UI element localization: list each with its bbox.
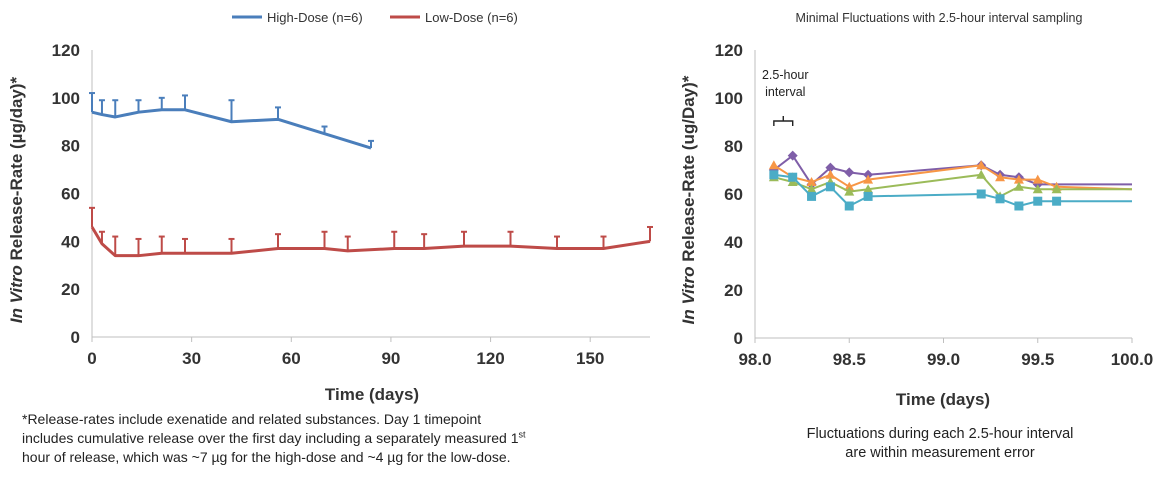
marker-purple bbox=[787, 150, 798, 161]
marker-green bbox=[806, 184, 817, 194]
footnote: *Release-rates include exenatide and rel… bbox=[22, 410, 682, 467]
y-tick-label: 80 bbox=[724, 137, 743, 156]
y-tick-label: 20 bbox=[61, 280, 80, 299]
marker-teal bbox=[1052, 196, 1062, 206]
y-tick-label: 40 bbox=[61, 232, 80, 251]
marker-teal bbox=[807, 191, 817, 201]
x-tick-label: 150 bbox=[576, 349, 604, 368]
x-tick-label: 98.5 bbox=[833, 350, 866, 369]
caption-line-2: are within measurement error bbox=[845, 445, 1035, 461]
marker-orange bbox=[806, 177, 817, 186]
caption-line-1: Fluctuations during each 2.5-hour interv… bbox=[806, 426, 1074, 442]
series-line-purple bbox=[773, 154, 1132, 186]
marker-green bbox=[1032, 184, 1043, 194]
x-axis-label: Time (days) bbox=[896, 390, 990, 409]
legend: High-Dose (n=6) Low-Dose (n=6) bbox=[232, 10, 518, 25]
marker-teal bbox=[976, 189, 986, 199]
y-tick-label: 60 bbox=[61, 185, 80, 204]
right-chart-caption: Fluctuations during each 2.5-hour interv… bbox=[735, 425, 1145, 463]
footnote-line-1: *Release-rates include exenatide and rel… bbox=[22, 411, 482, 427]
marker-green bbox=[1051, 184, 1062, 194]
left-chart: High-Dose (n=6) Low-Dose (n=6) 0 20 40 60 80… bbox=[7, 10, 653, 404]
annotation-bracket bbox=[773, 116, 794, 126]
marker-orange bbox=[1032, 174, 1043, 184]
x-tick-label: 99.0 bbox=[927, 350, 960, 369]
annotation-label-line-1: 2.5-hour bbox=[762, 68, 809, 82]
footnote-superscript: st bbox=[518, 429, 526, 440]
marker-teal bbox=[863, 191, 873, 201]
x-tick-label: 99.5 bbox=[1021, 350, 1054, 369]
series-line-high-dose bbox=[91, 108, 372, 150]
marker-orange bbox=[844, 181, 855, 191]
x-tick-label: 0 bbox=[87, 349, 96, 368]
plot-area: 0 20 40 60 80 100 120 0 30 60 90 120 150 bbox=[52, 41, 653, 368]
y-axis-label: In Vitro Release-Rate (ug/Day)* bbox=[680, 75, 698, 324]
marker-teal bbox=[769, 170, 779, 180]
marker-teal bbox=[995, 194, 1005, 204]
marker-green bbox=[863, 184, 874, 194]
marker-teal bbox=[788, 172, 798, 182]
plot-area: 0 20 40 60 80 100 120 98.0 98.5 99.0 99.5 100.0 2.5-… bbox=[715, 41, 1154, 369]
chart-title: Minimal Fluctuations with 2.5-hour inter… bbox=[796, 11, 1083, 25]
footnote-line-2: includes cumulative release over the fir… bbox=[22, 429, 682, 448]
marker-green bbox=[976, 169, 987, 179]
y-tick-label: 0 bbox=[71, 328, 80, 347]
y-tick-label: 120 bbox=[52, 41, 80, 60]
legend-label-high-dose: High-Dose (n=6) bbox=[267, 10, 363, 25]
y-tick-label: 120 bbox=[715, 41, 743, 60]
x-tick-label: 120 bbox=[476, 349, 504, 368]
marker-teal bbox=[1014, 201, 1024, 211]
marker-orange bbox=[1013, 174, 1024, 184]
marker-orange bbox=[976, 160, 987, 170]
y-tick-label: 100 bbox=[52, 89, 80, 108]
marker-green bbox=[1013, 181, 1024, 191]
marker-teal bbox=[1033, 196, 1043, 206]
x-axis-label: Time (days) bbox=[325, 385, 419, 404]
y-tick-label: 0 bbox=[734, 329, 743, 348]
marker-teal bbox=[844, 201, 854, 211]
marker-orange bbox=[768, 160, 779, 170]
legend-label-low-dose: Low-Dose (n=6) bbox=[425, 10, 518, 25]
y-tick-label: 100 bbox=[715, 89, 743, 108]
x-tick-label: 98.0 bbox=[738, 350, 771, 369]
x-tick-label: 30 bbox=[182, 349, 201, 368]
x-tick-label: 100.0 bbox=[1111, 350, 1154, 369]
marker-purple bbox=[825, 162, 836, 173]
y-tick-label: 40 bbox=[724, 233, 743, 252]
marker-green bbox=[844, 186, 855, 196]
x-tick-label: 90 bbox=[381, 349, 400, 368]
annotation-label-line-2: interval bbox=[765, 85, 805, 99]
footnote-line-3: hour of release, which was ~7 µg for the… bbox=[22, 449, 511, 465]
x-tick-label: 60 bbox=[282, 349, 301, 368]
marker-orange bbox=[825, 169, 836, 179]
marker-purple bbox=[844, 167, 855, 178]
series-line-green bbox=[773, 173, 1132, 198]
marker-orange bbox=[995, 172, 1006, 182]
y-tick-label: 60 bbox=[724, 185, 743, 204]
marker-teal bbox=[825, 182, 835, 192]
right-chart: Minimal Fluctuations with 2.5-hour inter… bbox=[680, 11, 1154, 409]
marker-orange bbox=[863, 174, 874, 184]
y-tick-label: 80 bbox=[61, 137, 80, 156]
series-line-low-dose bbox=[90, 226, 651, 258]
y-tick-label: 20 bbox=[724, 281, 743, 300]
y-axis-label: In Vitro Release-Rate (µg/day)* bbox=[7, 76, 26, 323]
footnote-line-2-text: includes cumulative release over the fir… bbox=[22, 430, 519, 446]
